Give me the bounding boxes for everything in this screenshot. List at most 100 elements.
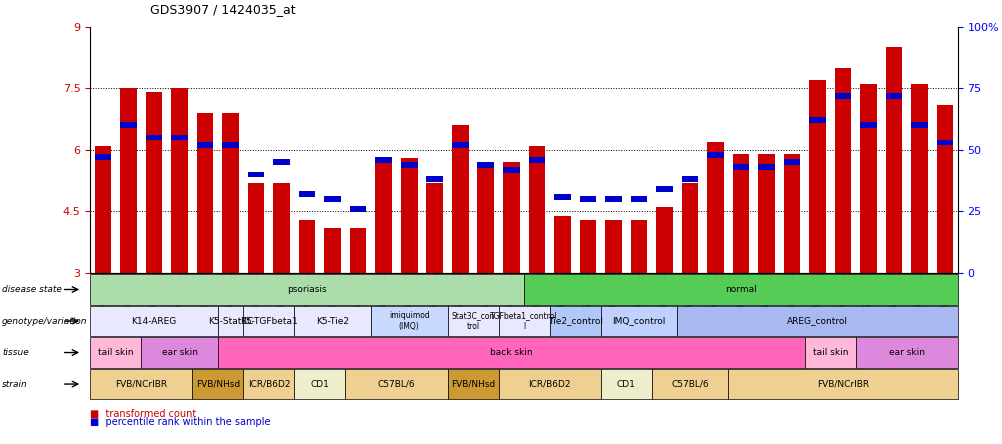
- Bar: [171, 135, 187, 140]
- Bar: [94, 146, 111, 273]
- Text: K5-Tie2: K5-Tie2: [316, 317, 349, 325]
- Bar: [503, 166, 519, 173]
- Bar: [350, 228, 366, 273]
- Text: ear skin: ear skin: [888, 348, 924, 357]
- Text: back skin: back skin: [490, 348, 532, 357]
- Bar: [222, 113, 238, 273]
- Text: K5-Stat3C: K5-Stat3C: [207, 317, 254, 325]
- Bar: [196, 113, 213, 273]
- Text: ICR/B6D2: ICR/B6D2: [247, 380, 290, 388]
- Bar: [809, 117, 825, 123]
- Bar: [426, 176, 443, 182]
- Text: disease state: disease state: [2, 285, 62, 294]
- Text: FVB/NHsd: FVB/NHsd: [195, 380, 239, 388]
- Text: CD1: CD1: [311, 380, 329, 388]
- Bar: [604, 220, 621, 273]
- Bar: [655, 186, 672, 192]
- Bar: [681, 176, 697, 182]
- Bar: [528, 157, 544, 163]
- Bar: [452, 142, 468, 148]
- Bar: [171, 88, 187, 273]
- Bar: [630, 220, 646, 273]
- Bar: [706, 142, 723, 273]
- Text: FVB/NHsd: FVB/NHsd: [451, 380, 495, 388]
- Text: normal: normal: [724, 285, 757, 294]
- Bar: [299, 191, 316, 197]
- Bar: [375, 157, 392, 163]
- Text: TGFbeta1_control
l: TGFbeta1_control l: [490, 311, 557, 331]
- Bar: [299, 220, 316, 273]
- Bar: [783, 159, 800, 165]
- Text: Stat3C_con
trol: Stat3C_con trol: [451, 311, 494, 331]
- Text: ■  transformed count: ■ transformed count: [90, 409, 196, 419]
- Bar: [783, 154, 800, 273]
- Bar: [553, 194, 570, 200]
- Bar: [681, 183, 697, 273]
- Bar: [120, 88, 136, 273]
- Text: K5-TGFbeta1: K5-TGFbeta1: [239, 317, 298, 325]
- Bar: [145, 135, 162, 140]
- Text: FVB/NCrIBR: FVB/NCrIBR: [817, 380, 868, 388]
- Text: FVB/NCrIBR: FVB/NCrIBR: [115, 380, 167, 388]
- Bar: [860, 84, 876, 273]
- Bar: [936, 105, 953, 273]
- Bar: [809, 80, 825, 273]
- Text: strain: strain: [2, 380, 28, 388]
- Bar: [911, 122, 927, 128]
- Text: psoriasis: psoriasis: [287, 285, 327, 294]
- Bar: [706, 152, 723, 158]
- Text: ICR/B6D2: ICR/B6D2: [528, 380, 570, 388]
- Bar: [196, 142, 213, 148]
- Bar: [120, 122, 136, 128]
- Text: AREG_control: AREG_control: [787, 317, 847, 325]
- Bar: [579, 196, 595, 202]
- Bar: [401, 158, 417, 273]
- Bar: [911, 84, 927, 273]
- Bar: [324, 228, 341, 273]
- Bar: [503, 162, 519, 273]
- Text: K14-AREG: K14-AREG: [131, 317, 176, 325]
- Bar: [274, 159, 290, 165]
- Bar: [604, 196, 621, 202]
- Text: ear skin: ear skin: [161, 348, 197, 357]
- Bar: [885, 93, 902, 99]
- Bar: [579, 220, 595, 273]
- Bar: [426, 183, 443, 273]
- Text: IMQ_control: IMQ_control: [611, 317, 665, 325]
- Bar: [401, 162, 417, 167]
- Text: Tie2_control: Tie2_control: [547, 317, 602, 325]
- Bar: [655, 207, 672, 273]
- Text: tail skin: tail skin: [812, 348, 847, 357]
- Bar: [834, 93, 851, 99]
- Text: CD1: CD1: [616, 380, 635, 388]
- Bar: [731, 164, 748, 170]
- Bar: [477, 162, 494, 167]
- Text: GDS3907 / 1424035_at: GDS3907 / 1424035_at: [150, 3, 296, 16]
- Bar: [758, 154, 774, 273]
- Bar: [936, 139, 953, 146]
- Bar: [885, 47, 902, 273]
- Text: tissue: tissue: [2, 348, 29, 357]
- Bar: [553, 216, 570, 273]
- Text: imiquimod
(IMQ): imiquimod (IMQ): [389, 311, 429, 331]
- Bar: [477, 162, 494, 273]
- Text: tail skin: tail skin: [98, 348, 133, 357]
- Bar: [350, 206, 366, 212]
- Text: ■  percentile rank within the sample: ■ percentile rank within the sample: [90, 417, 271, 427]
- Bar: [731, 154, 748, 273]
- Bar: [375, 158, 392, 273]
- Bar: [758, 164, 774, 170]
- Bar: [274, 183, 290, 273]
- Bar: [834, 68, 851, 273]
- Bar: [247, 183, 265, 273]
- Bar: [222, 142, 238, 148]
- Bar: [94, 154, 111, 160]
- Bar: [630, 196, 646, 202]
- Bar: [324, 196, 341, 202]
- Bar: [247, 171, 265, 178]
- Text: genotype/variation: genotype/variation: [2, 317, 87, 325]
- Text: C57BL/6: C57BL/6: [670, 380, 708, 388]
- Bar: [145, 92, 162, 273]
- Bar: [860, 122, 876, 128]
- Text: C57BL/6: C57BL/6: [378, 380, 415, 388]
